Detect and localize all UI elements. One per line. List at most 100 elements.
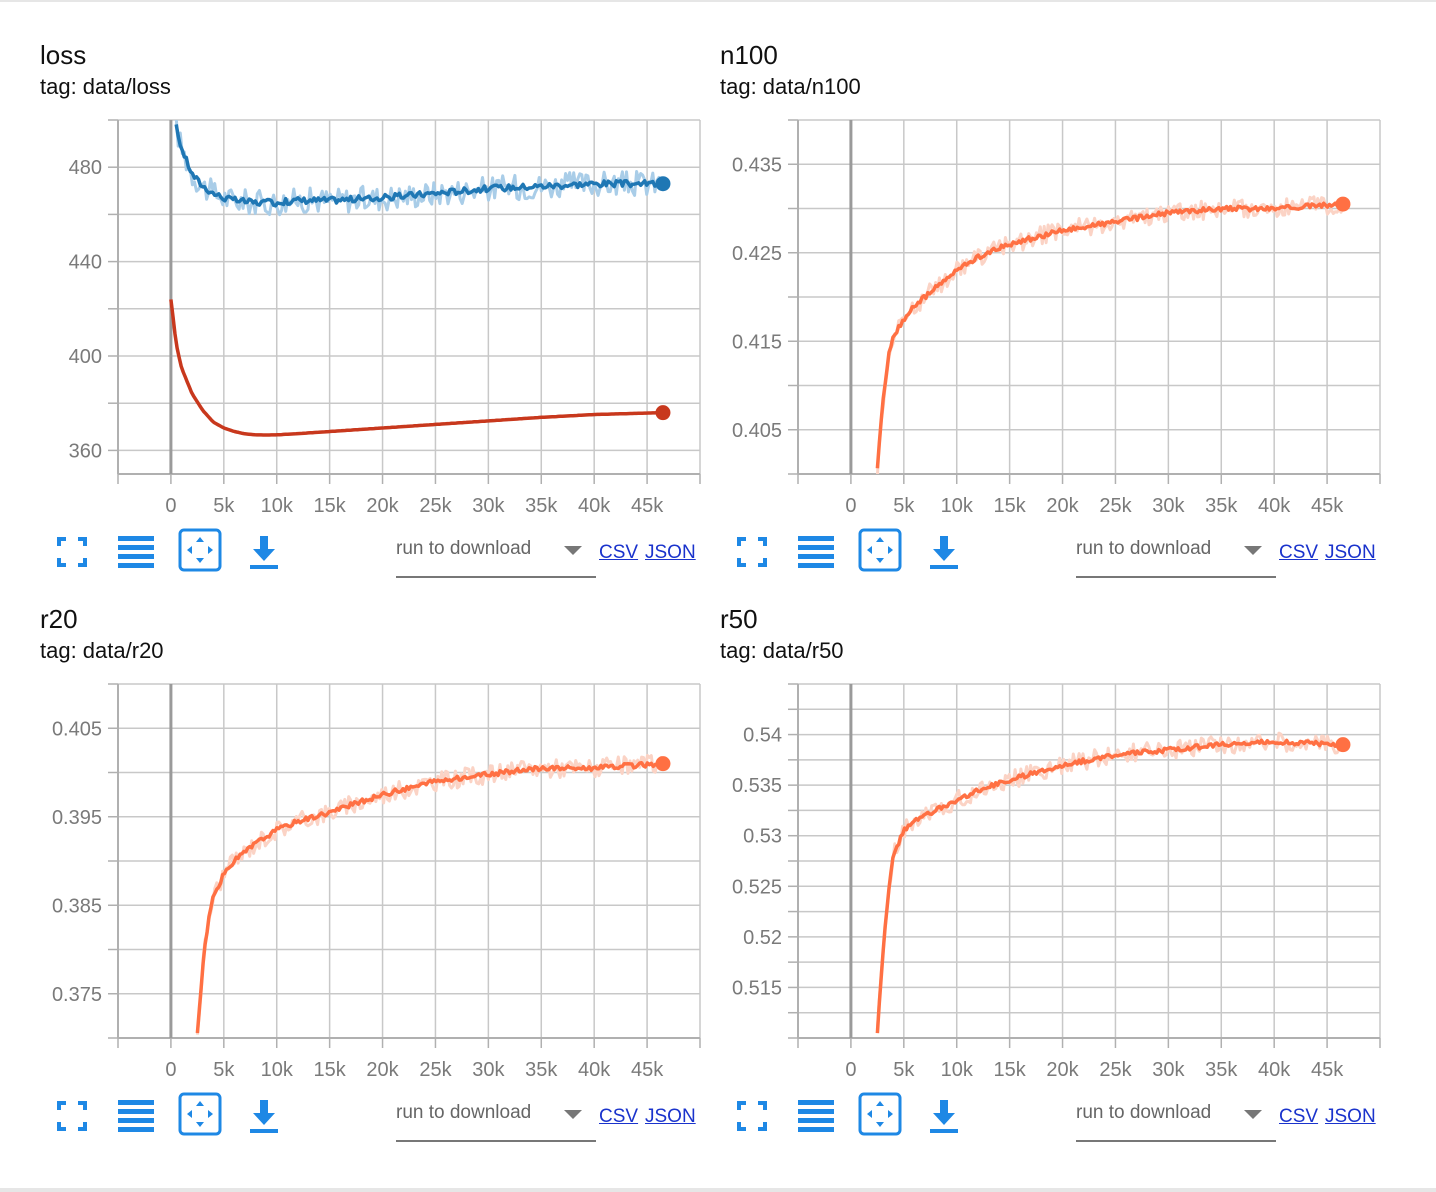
fit-domain-button[interactable]	[178, 1092, 222, 1136]
fit-domain-button[interactable]	[178, 528, 222, 572]
card-tag: tag: data/loss	[40, 74, 171, 99]
x-tick-label: 0	[845, 495, 856, 517]
json-link[interactable]: JSON	[645, 1106, 696, 1127]
fullscreen-button[interactable]	[732, 1096, 772, 1136]
chart-card-r20: r20 tag: data/r20 0 5k 10k 15k 20k 25k 30k 35k 4…	[40, 564, 720, 1142]
series-line	[195, 760, 665, 1034]
y-tick-label: 0.435	[732, 154, 782, 176]
dropdown-arrow-icon	[1244, 546, 1262, 555]
y-tick-label: 0.535	[732, 775, 782, 797]
download-image-button[interactable]	[924, 532, 964, 572]
x-tick-label: 45k	[631, 495, 664, 517]
dropdown-arrow-icon	[564, 1110, 582, 1119]
x-tick-label: 25k	[1099, 1059, 1132, 1081]
chart-plot[interactable]: 0 5k 10k 15k 20k 25k 30k 35k 40k 45k 0.375 0.385 0.3…	[40, 674, 720, 1094]
series-end-point	[655, 405, 671, 421]
series-end-point	[1335, 196, 1351, 212]
x-tick-label: 45k	[631, 1059, 664, 1081]
download-icon	[930, 1100, 958, 1133]
fit-domain-button[interactable]	[858, 528, 902, 572]
x-tick-label: 20k	[366, 1059, 399, 1081]
fit-domain-button[interactable]	[858, 1092, 902, 1136]
y-tick-label: 0.415	[732, 331, 782, 353]
x-tick-label: 5k	[893, 495, 915, 517]
x-tick-label: 5k	[213, 495, 235, 517]
top-divider	[0, 0, 1436, 2]
fit-domain-icon	[178, 1092, 222, 1136]
run-select[interactable]: run to download	[396, 528, 596, 578]
data-list-button[interactable]	[116, 1096, 156, 1136]
run-select-placeholder: run to download	[1076, 538, 1212, 559]
chart-svg[interactable]: 0 5k 10k 15k 20k 25k 30k 35k 40k 45k 0.375 0.385 0.3…	[40, 674, 720, 1094]
csv-link[interactable]: CSV	[1279, 1106, 1319, 1127]
y-tick-label: 400	[69, 346, 102, 368]
x-tick-label: 15k	[994, 495, 1027, 517]
series-group	[875, 731, 1344, 1034]
y-tick-label: 0.52	[743, 927, 782, 949]
fullscreen-button[interactable]	[732, 532, 772, 572]
x-tick-label: 45k	[1311, 495, 1344, 517]
chart-svg[interactable]: 0 5k 10k 15k 20k 25k 30k 35k 40k 45k 0.515 0.52 0.52…	[720, 674, 1400, 1094]
series-group	[174, 120, 665, 217]
y-tick-label: 0.53	[743, 826, 782, 848]
x-tick-label: 40k	[1258, 495, 1291, 517]
download-icon	[250, 536, 278, 569]
x-tick-label: 0	[165, 495, 176, 517]
series-end-point	[655, 756, 671, 772]
series-raw-line	[195, 754, 665, 1035]
data-list-button[interactable]	[796, 1096, 836, 1136]
x-tick-label: 25k	[1099, 495, 1132, 517]
card-title: r50	[720, 604, 758, 634]
x-tick-label: 10k	[941, 495, 974, 517]
x-tick-label: 20k	[366, 495, 399, 517]
data-list-icon	[798, 1100, 834, 1132]
json-link[interactable]: JSON	[1325, 1106, 1376, 1127]
download-image-button[interactable]	[244, 532, 284, 572]
y-tick-label: 0.385	[52, 895, 102, 917]
download-image-button[interactable]	[244, 1096, 284, 1136]
data-list-button[interactable]	[116, 532, 156, 572]
chart-card-r50: r50 tag: data/r50 0 5k 10k 15k 20k 25k 30k 35k 4…	[720, 564, 1400, 1142]
chart-plot[interactable]: 0 5k 10k 15k 20k 25k 30k 35k 40k 45k 0.405 0.415 0.4…	[720, 110, 1400, 530]
run-select-placeholder: run to download	[1076, 1102, 1212, 1123]
x-tick-label: 5k	[213, 1059, 235, 1081]
chart-toolbar: run to download CSV JSON	[40, 524, 720, 584]
y-tick-label: 0.405	[732, 420, 782, 442]
fullscreen-button[interactable]	[52, 532, 92, 572]
csv-link[interactable]: CSV	[599, 542, 639, 563]
series-raw-line	[876, 195, 1345, 474]
run-select[interactable]: run to download	[396, 1092, 596, 1142]
x-tick-label: 30k	[472, 495, 505, 517]
card-tag: tag: data/r20	[40, 638, 164, 663]
csv-link[interactable]: CSV	[1279, 542, 1319, 563]
x-tick-label: 10k	[261, 1059, 294, 1081]
json-link[interactable]: JSON	[1325, 542, 1376, 563]
csv-link[interactable]: CSV	[599, 1106, 639, 1127]
y-tick-label: 0.395	[52, 807, 102, 829]
y-tick-label: 0.525	[732, 876, 782, 898]
run-select[interactable]: run to download	[1076, 1092, 1276, 1142]
fullscreen-icon	[57, 537, 87, 567]
chart-svg[interactable]: 0 5k 10k 15k 20k 25k 30k 35k 40k 45k 0.405 0.415 0.4…	[720, 110, 1400, 530]
series-group	[195, 754, 665, 1035]
card-title: n100	[720, 40, 778, 70]
chart-plot[interactable]: 0 5k 10k 15k 20k 25k 30k 35k 40k 45k 0.515 0.52 0.52…	[720, 674, 1400, 1094]
series-end-point	[655, 176, 671, 192]
x-tick-label: 10k	[261, 495, 294, 517]
series-line	[169, 299, 664, 437]
series-line	[174, 124, 665, 208]
chart-plot[interactable]: 0 5k 10k 15k 20k 25k 30k 35k 40k 45k 360 400 440 480	[40, 110, 720, 530]
chart-svg[interactable]: 0 5k 10k 15k 20k 25k 30k 35k 40k 45k 360 400 440 480	[40, 110, 720, 530]
fullscreen-button[interactable]	[52, 1096, 92, 1136]
series-end-point	[1335, 737, 1351, 753]
x-tick-label: 0	[165, 1059, 176, 1081]
data-list-button[interactable]	[796, 532, 836, 572]
series-group	[169, 299, 664, 437]
json-link[interactable]: JSON	[645, 542, 696, 563]
x-tick-label: 35k	[1205, 495, 1238, 517]
fullscreen-icon	[737, 1101, 767, 1131]
download-image-button[interactable]	[924, 1096, 964, 1136]
run-select[interactable]: run to download	[1076, 528, 1276, 578]
chart-toolbar: run to download CSV JSON	[40, 1088, 720, 1148]
x-tick-label: 30k	[1152, 1059, 1185, 1081]
